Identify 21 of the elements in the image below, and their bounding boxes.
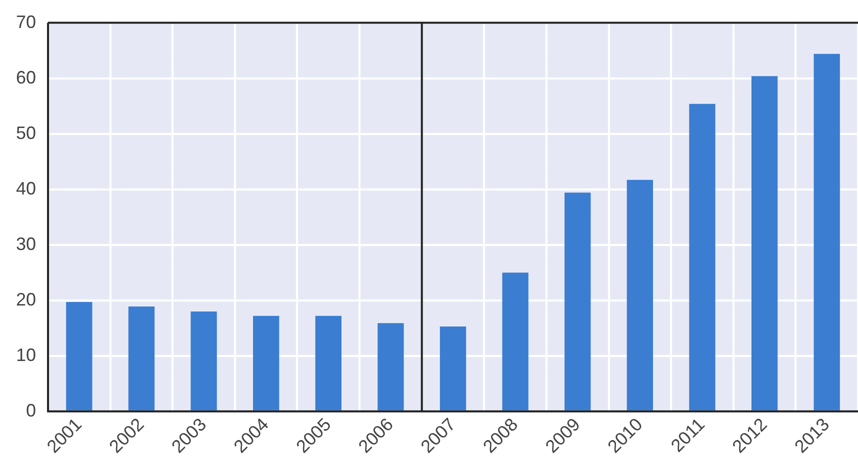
bar	[440, 326, 466, 410]
y-tick-label: 0	[26, 400, 36, 420]
y-tick-label: 10	[16, 344, 36, 365]
y-tick-label: 70	[16, 12, 36, 32]
bar	[502, 272, 528, 410]
y-tick-label: 30	[16, 234, 36, 254]
y-tick-label: 60	[16, 67, 36, 88]
y-tick-label: 40	[16, 178, 36, 198]
bar	[564, 192, 591, 410]
bar	[128, 306, 155, 410]
bar	[378, 323, 404, 410]
bar	[814, 54, 840, 410]
y-tick-label: 20	[16, 289, 36, 310]
bar	[66, 302, 92, 410]
bar	[751, 76, 778, 410]
bar	[626, 180, 654, 410]
bar	[190, 311, 217, 410]
bar	[253, 316, 280, 410]
y-tick-label: 50	[16, 122, 36, 143]
bar	[689, 104, 716, 410]
bar	[315, 316, 342, 410]
